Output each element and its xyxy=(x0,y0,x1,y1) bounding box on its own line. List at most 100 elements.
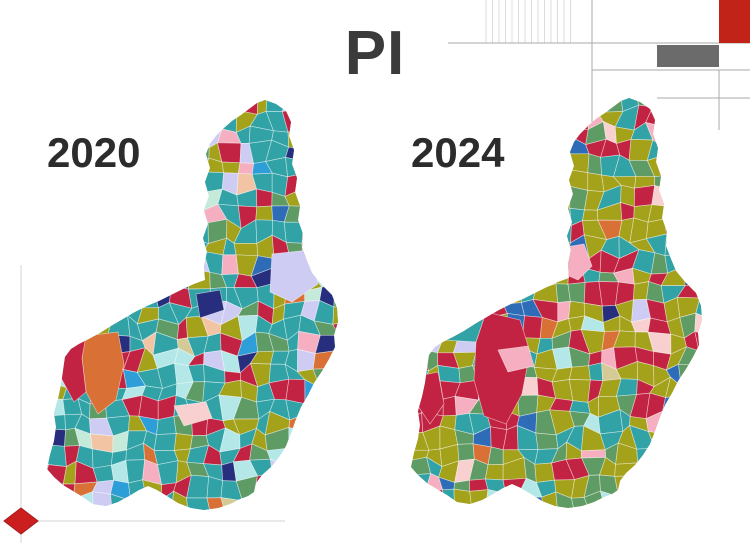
municipality-cell xyxy=(522,513,543,528)
municipality-cell xyxy=(27,302,43,319)
municipality-region xyxy=(195,289,225,319)
municipality-cell xyxy=(441,233,463,254)
municipality-cell xyxy=(156,110,177,127)
municipality-cell xyxy=(486,234,512,259)
municipality-cell xyxy=(421,252,443,274)
municipality-cell xyxy=(77,187,99,209)
municipality-cell xyxy=(250,512,275,532)
municipality-cell xyxy=(666,505,683,508)
municipality-cell xyxy=(186,497,212,510)
municipality-cell xyxy=(123,266,147,293)
municipality-cell xyxy=(47,464,67,485)
municipality-cell xyxy=(206,497,227,510)
municipality-cell xyxy=(503,106,525,131)
municipality-cell xyxy=(76,243,94,262)
municipality-cell xyxy=(710,402,729,413)
municipality-cell xyxy=(47,414,66,431)
municipality-cell xyxy=(712,250,731,269)
municipality-cell xyxy=(47,444,49,468)
municipality-cell xyxy=(347,431,367,450)
municipality-cell xyxy=(487,186,510,211)
municipality-cell xyxy=(411,186,414,203)
municipality-cell xyxy=(522,204,539,227)
municipality-cell xyxy=(47,428,49,446)
municipality-cell xyxy=(57,187,81,209)
municipality-cell xyxy=(676,250,699,269)
municipality-cell xyxy=(91,300,112,324)
municipality-cell xyxy=(485,216,507,237)
municipality-cell xyxy=(192,157,210,180)
municipality-cell xyxy=(154,268,173,292)
municipality-cell xyxy=(137,140,161,161)
municipality-cell xyxy=(504,513,524,528)
municipality-cell xyxy=(47,287,65,310)
municipality-cell xyxy=(697,350,702,368)
municipality-cell xyxy=(300,492,323,510)
municipality-cell xyxy=(484,464,504,481)
municipality-cell xyxy=(693,185,702,211)
municipality-cell xyxy=(157,223,180,241)
municipality-cell xyxy=(678,161,702,178)
municipality-cell xyxy=(601,504,620,508)
municipality-cell xyxy=(443,511,462,527)
municipality-cell xyxy=(107,202,123,227)
municipality-cell xyxy=(453,488,473,508)
municipality-cell xyxy=(549,129,575,145)
municipality-cell xyxy=(298,188,323,208)
municipality-cell xyxy=(680,427,702,449)
municipality-cell xyxy=(682,411,700,434)
municipality-cell xyxy=(329,172,338,194)
municipality-region xyxy=(473,311,531,425)
municipality-cell xyxy=(566,168,589,191)
municipality-cell xyxy=(422,513,445,528)
map-2024-label: 2024 xyxy=(411,129,505,176)
municipality-cell xyxy=(521,315,543,339)
municipality-cell xyxy=(664,233,687,256)
municipality-cell xyxy=(285,508,302,510)
municipality-cell xyxy=(421,271,447,285)
municipality-cell xyxy=(548,168,570,195)
municipality-cell xyxy=(663,205,682,226)
municipality-cell xyxy=(144,224,162,245)
municipality-cell xyxy=(350,178,371,193)
municipality-cell xyxy=(59,506,84,510)
municipality-cell xyxy=(442,488,455,508)
municipality-cell xyxy=(411,252,426,274)
municipality-cell xyxy=(412,282,431,308)
municipality-cell xyxy=(121,100,144,112)
municipality-cell xyxy=(693,364,702,387)
municipality-cell xyxy=(709,220,730,241)
municipality-cell xyxy=(411,412,424,434)
municipality-cell xyxy=(120,187,145,205)
municipality-cell xyxy=(716,94,732,113)
municipality-cell xyxy=(267,492,288,510)
municipality-cell xyxy=(443,177,463,194)
municipality-cell xyxy=(506,270,523,291)
municipality-cell xyxy=(93,207,110,227)
municipality-cell xyxy=(92,464,115,483)
municipality-cell xyxy=(27,93,45,117)
municipality-cell xyxy=(469,98,491,109)
municipality-cell xyxy=(421,98,446,109)
municipality-cell xyxy=(313,320,338,336)
municipality-cell xyxy=(330,252,338,274)
municipality-cell xyxy=(221,254,239,276)
municipality-cell xyxy=(519,191,543,211)
municipality-cell xyxy=(47,483,67,495)
map-2020-label: 2020 xyxy=(47,129,141,176)
municipality-cell xyxy=(714,462,726,482)
municipality-cell xyxy=(411,287,414,308)
municipality-cell xyxy=(487,98,505,114)
municipality-cell xyxy=(331,187,338,210)
municipality-cell xyxy=(184,187,205,212)
municipality-cell xyxy=(121,202,146,226)
municipality-cell xyxy=(454,185,479,209)
municipality-cell xyxy=(411,233,416,256)
municipality-cell xyxy=(712,320,726,338)
municipality-cell xyxy=(699,505,702,508)
municipality-cell xyxy=(171,140,194,165)
municipality-cell xyxy=(411,216,413,244)
municipality-cell xyxy=(411,459,412,484)
municipality-cell xyxy=(156,415,177,436)
municipality-cell xyxy=(664,427,687,450)
